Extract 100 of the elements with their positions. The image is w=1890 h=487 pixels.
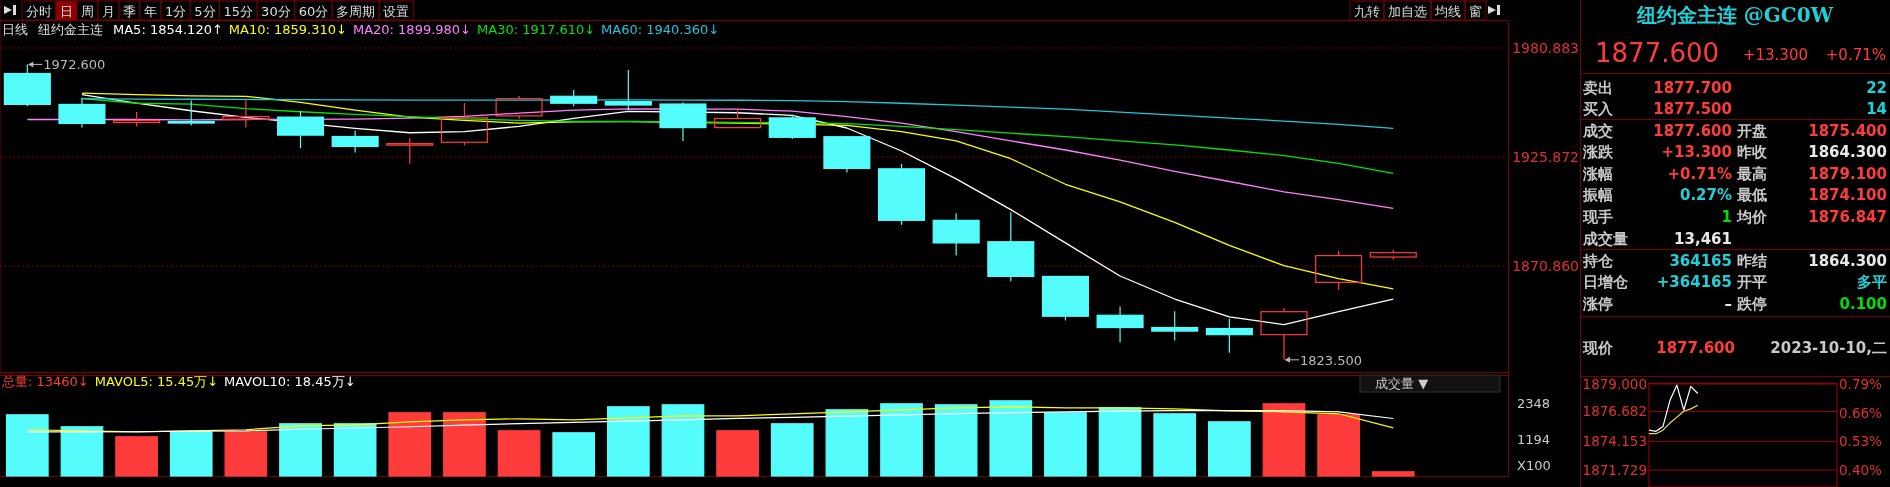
line-series xyxy=(81,98,1394,129)
text: 窗 xyxy=(1469,3,1482,19)
text: 0.27% xyxy=(1679,186,1732,204)
bar xyxy=(1153,413,1197,477)
text: 1877.600 xyxy=(1595,38,1720,68)
y-tick-label: 1871.729 xyxy=(1582,462,1647,479)
y-tick-label: 1874.153 xyxy=(1582,433,1647,450)
bar xyxy=(1044,412,1087,477)
bar xyxy=(115,436,158,477)
y2-tick-label: 0.79% xyxy=(1839,376,1883,393)
text: 13,461 xyxy=(1674,230,1732,248)
bar xyxy=(60,426,104,477)
bar xyxy=(661,404,705,477)
text: 最高 xyxy=(1736,165,1767,183)
bar xyxy=(333,423,377,477)
text: 买入 xyxy=(1583,100,1614,118)
text: 月 xyxy=(102,3,115,19)
text: 1876.847 xyxy=(1808,208,1887,226)
text: 纽约金主连 @GC0W xyxy=(1635,3,1834,27)
y-tick-label: 1925.872 xyxy=(1512,148,1579,165)
bar xyxy=(1317,414,1360,477)
text: 季 xyxy=(123,3,136,19)
bar xyxy=(5,414,49,477)
candlestick xyxy=(1096,305,1144,343)
text: 1 xyxy=(1721,208,1732,226)
text: 0.100 xyxy=(1839,295,1887,313)
text: 1879.100 xyxy=(1808,165,1887,183)
line-series xyxy=(1648,384,1699,432)
text: 涨跌 xyxy=(1582,143,1614,161)
bar xyxy=(443,412,486,477)
text: – xyxy=(1724,295,1732,313)
text: 成交量 xyxy=(1582,230,1628,248)
bar xyxy=(770,423,814,477)
text: 设置 xyxy=(383,3,410,19)
text: 多周期 xyxy=(336,3,376,19)
text: 均线 xyxy=(1434,3,1461,19)
text: 1874.100 xyxy=(1808,186,1887,204)
text: 日 xyxy=(60,3,73,19)
text: 30分 xyxy=(261,3,291,19)
bar xyxy=(716,430,759,477)
chart-subtitle: 纽约金主连 xyxy=(38,22,103,37)
y-tick-label: 2348 xyxy=(1517,395,1551,411)
bar xyxy=(1262,403,1306,477)
text: +0.71% xyxy=(1825,46,1886,64)
text: MA60: 1940.360↓ xyxy=(601,22,720,37)
bar xyxy=(169,431,213,477)
text: 日增仓 xyxy=(1583,273,1629,291)
annotation: 1823.500 xyxy=(1299,352,1363,368)
text: MA20: 1899.980↓ xyxy=(352,22,472,37)
text: 昨结 xyxy=(1737,252,1767,270)
text: 周 xyxy=(81,3,94,19)
text: 14 xyxy=(1866,100,1887,118)
bar xyxy=(989,400,1033,477)
candlestick xyxy=(659,101,707,142)
text: 卖出 xyxy=(1583,79,1613,97)
text: 1875.400 xyxy=(1808,122,1887,140)
text: 开盘 xyxy=(1736,122,1767,140)
y-tick-label: 1870.860 xyxy=(1512,258,1579,274)
text: 现价 xyxy=(1582,339,1614,357)
line-series xyxy=(81,94,1394,326)
text: 涨幅 xyxy=(1582,165,1613,183)
text: 5分 xyxy=(194,3,216,19)
bar xyxy=(388,412,432,477)
y-tick-label: 1980.883 xyxy=(1512,39,1579,56)
y2-tick-label: 0.66% xyxy=(1839,404,1883,421)
text: 分时 xyxy=(26,3,52,19)
bar xyxy=(1098,407,1142,477)
text: 1877.500 xyxy=(1653,100,1732,118)
text: MA30: 1917.610↓ xyxy=(477,22,596,37)
candlestick xyxy=(331,129,379,154)
text: 总量: 13460↓ xyxy=(1,374,89,389)
bar xyxy=(497,430,541,477)
bar xyxy=(224,431,268,477)
y-tick-label: 1194 xyxy=(1517,431,1551,447)
text: 22 xyxy=(1866,79,1887,97)
text: +0.71% xyxy=(1667,165,1732,183)
bar xyxy=(606,406,650,477)
text: 涨停 xyxy=(1582,295,1613,313)
y2-tick-label: 0.53% xyxy=(1839,433,1883,450)
text: 持仓 xyxy=(1582,252,1614,270)
y-tick-label: 1876.682 xyxy=(1582,403,1647,420)
text: 昨收 xyxy=(1737,143,1768,161)
text: MA5: 1854.120↑ xyxy=(113,22,223,37)
text: 最低 xyxy=(1736,186,1767,204)
text: 1877.700 xyxy=(1653,79,1732,97)
bar xyxy=(934,404,978,477)
line-series xyxy=(81,98,1394,175)
text: 跌停 xyxy=(1736,295,1767,313)
text: MAVOL10: 18.45万↓ xyxy=(224,374,356,389)
text: 均价 xyxy=(1736,208,1768,226)
annotation: 1972.600 xyxy=(43,57,106,73)
text: 九转 xyxy=(1354,3,1380,19)
text: +364165 xyxy=(1656,273,1732,291)
candlestick xyxy=(495,95,543,120)
text: 1分 xyxy=(165,3,187,19)
text: 1864.300 xyxy=(1808,252,1887,270)
text: 364165 xyxy=(1669,252,1732,270)
candlestick xyxy=(222,98,270,129)
text: 1877.600 xyxy=(1653,122,1732,140)
text: 多平 xyxy=(1857,273,1887,291)
